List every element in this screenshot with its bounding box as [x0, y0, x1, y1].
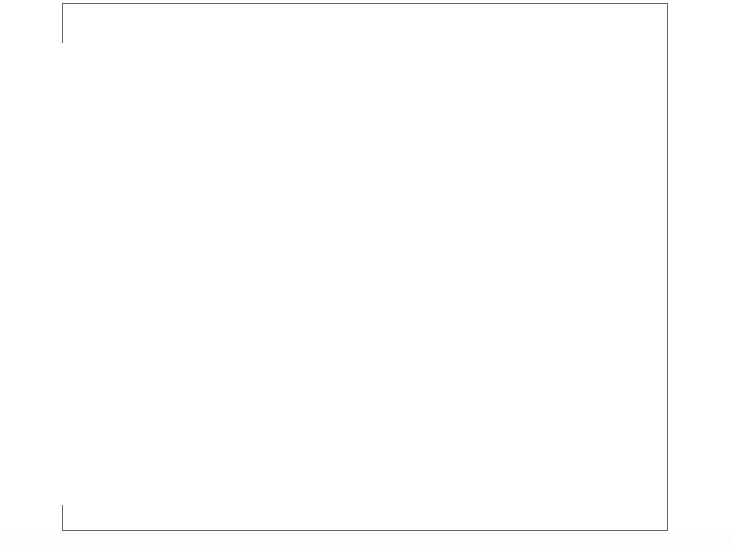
grads-statusbar: [0, 531, 732, 549]
map-canvas: [62, 43, 612, 505]
